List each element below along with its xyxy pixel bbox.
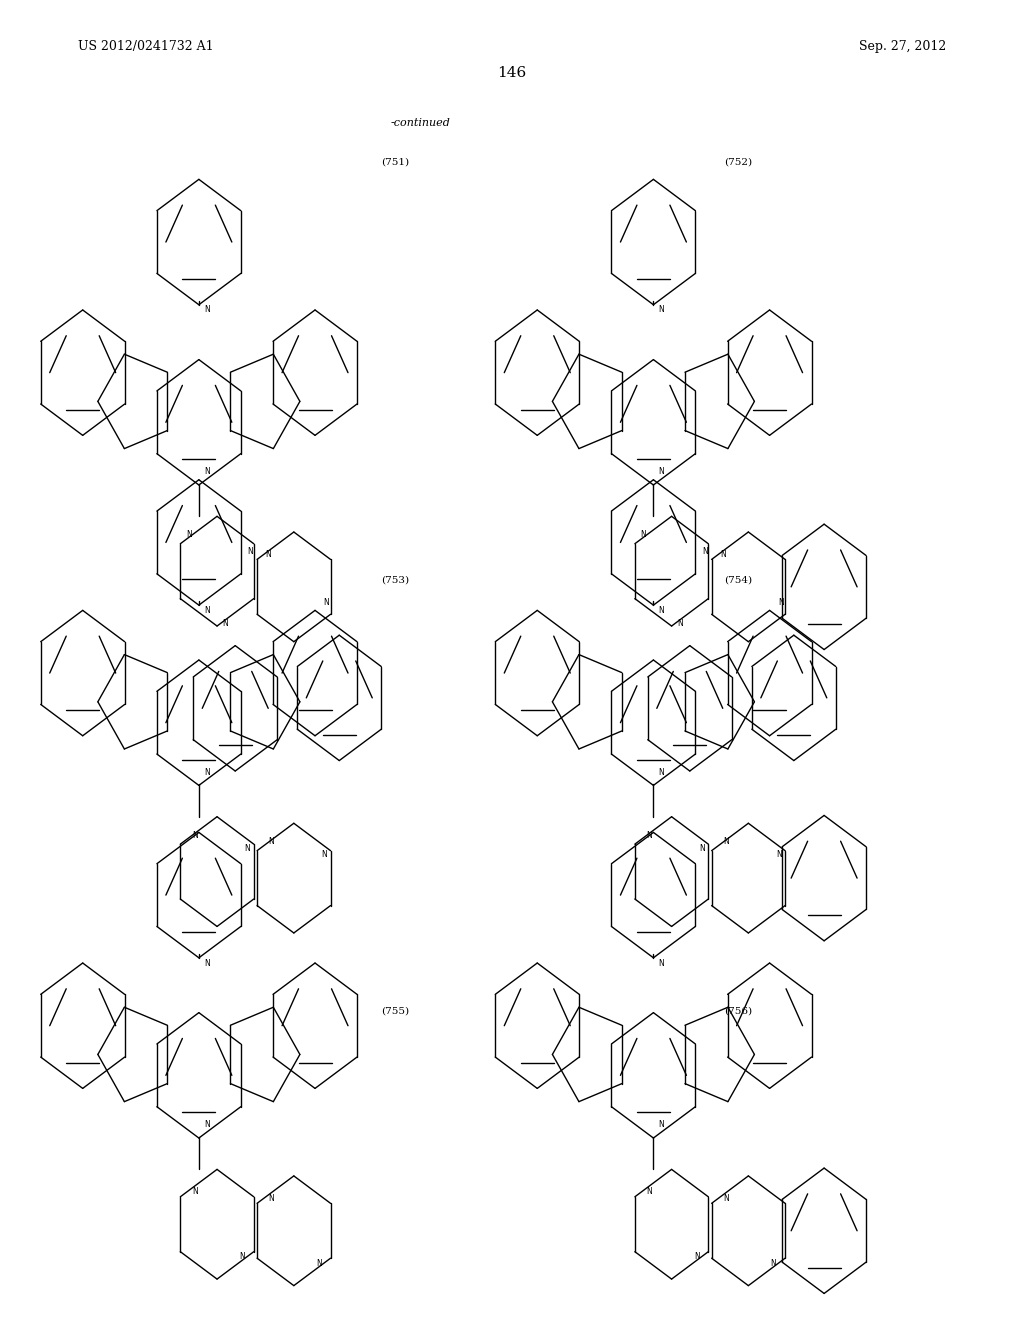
Text: N: N (186, 531, 191, 539)
Text: (755): (755) (381, 1006, 409, 1015)
Text: N: N (324, 598, 329, 607)
Text: N: N (658, 305, 665, 314)
Text: N: N (646, 830, 652, 840)
Text: N: N (204, 467, 210, 477)
Text: N: N (699, 843, 705, 853)
Text: N: N (204, 1121, 210, 1130)
Text: -continued: -continued (391, 117, 451, 128)
Text: N: N (723, 1193, 729, 1203)
Text: N: N (658, 958, 665, 968)
Text: (752): (752) (724, 157, 753, 166)
Text: N: N (204, 305, 210, 314)
Text: N: N (248, 546, 253, 556)
Text: N: N (778, 598, 783, 607)
Text: N: N (204, 606, 210, 615)
Text: N: N (720, 549, 726, 558)
Text: N: N (204, 958, 210, 968)
Text: N: N (694, 1253, 699, 1262)
Text: N: N (658, 467, 665, 477)
Text: N: N (658, 606, 665, 615)
Text: N: N (204, 768, 210, 777)
Text: N: N (268, 837, 274, 846)
Text: (756): (756) (724, 1006, 753, 1015)
Text: N: N (658, 1121, 665, 1130)
Text: N: N (268, 1193, 274, 1203)
Text: (753): (753) (381, 576, 409, 585)
Text: N: N (776, 850, 781, 859)
Text: N: N (191, 830, 198, 840)
Text: N: N (771, 1259, 776, 1269)
Text: US 2012/0241732 A1: US 2012/0241732 A1 (78, 40, 213, 53)
Text: N: N (240, 1253, 245, 1262)
Text: N: N (640, 531, 646, 539)
Text: (754): (754) (724, 576, 753, 585)
Text: N: N (677, 619, 683, 628)
Text: N: N (646, 1187, 652, 1196)
Text: N: N (723, 837, 729, 846)
Text: Sep. 27, 2012: Sep. 27, 2012 (859, 40, 946, 53)
Text: N: N (316, 1259, 322, 1269)
Text: N: N (245, 843, 250, 853)
Text: N: N (222, 619, 228, 628)
Text: 146: 146 (498, 66, 526, 79)
Text: N: N (265, 549, 271, 558)
Text: N: N (191, 1187, 198, 1196)
Text: N: N (658, 768, 665, 777)
Text: N: N (322, 850, 327, 859)
Text: (751): (751) (381, 157, 409, 166)
Text: N: N (702, 546, 708, 556)
